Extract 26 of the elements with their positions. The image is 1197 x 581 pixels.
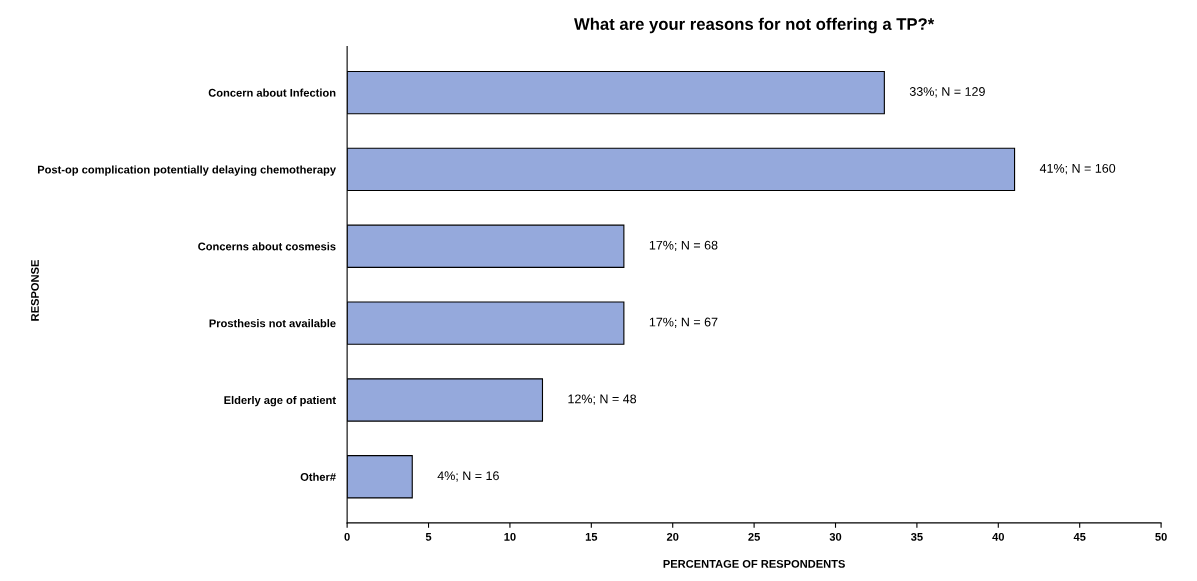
x-tick-label: 50	[1155, 532, 1167, 541]
data-label: 17%; N = 68	[649, 240, 718, 252]
y-tick-label: Concern about Infection	[208, 88, 336, 97]
x-tick-label: 25	[748, 532, 760, 541]
data-label: 33%; N = 129	[909, 87, 985, 98]
data-label: 17%; N = 67	[649, 317, 718, 328]
y-tick-label: Other#	[300, 472, 336, 481]
y-axis-title: RESPONSE	[31, 260, 39, 321]
y-tick-label: Post-op complication potentially delaying chemotherapy	[37, 165, 336, 176]
x-tick-label: 15	[585, 533, 598, 541]
x-tick-label: 0	[344, 532, 350, 541]
chart-title: What are your reasons for not offering a TP?*	[574, 17, 935, 34]
x-tick-label: 10	[504, 532, 516, 541]
x-tick-label: 35	[910, 532, 923, 541]
data-label: 4%; N = 16	[437, 471, 499, 482]
x-tick-label: 30	[829, 532, 842, 541]
data-label: 41%; N = 160	[1039, 163, 1116, 175]
x-axis-title: PERCENTAGE OF RESPONDENTS	[663, 559, 845, 568]
data-label: 12%; N = 48	[568, 394, 637, 405]
y-tick-label: Elderly age of patient	[224, 395, 336, 407]
x-tick-label: 20	[666, 532, 679, 541]
y-tick-label: Concerns about cosmesis	[198, 242, 336, 251]
x-tick-label: 5	[425, 533, 432, 541]
x-tick-label: 45	[1073, 533, 1086, 541]
x-tick-label: 40	[992, 532, 1005, 541]
y-tick-label: Prosthesis not available	[209, 319, 336, 328]
